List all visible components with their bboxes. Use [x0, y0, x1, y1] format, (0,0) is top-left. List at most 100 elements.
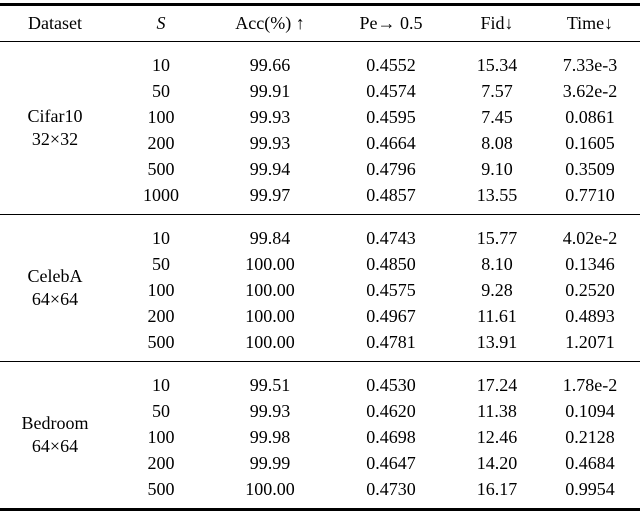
cell-time: 0.0861	[565, 107, 615, 127]
cell-time: 0.4684	[565, 453, 615, 473]
cell-time: 0.1605	[565, 133, 615, 153]
cell-pe: 0.4850	[366, 254, 416, 274]
table-row: 50 99.91 0.4574 7.57 3.62e-2	[0, 78, 640, 104]
cell-pe: 0.4743	[366, 228, 416, 248]
cell-fid: 14.20	[476, 453, 518, 473]
column-header-fid: Fid↓	[480, 13, 514, 33]
table-row: 200 100.00 0.4967 11.61 0.4893	[0, 303, 640, 329]
cell-s: 200	[147, 306, 175, 326]
cell-time: 0.1094	[565, 401, 615, 421]
cell-s: 200	[147, 133, 175, 153]
cell-time: 0.7710	[565, 185, 615, 205]
table-row: 500 99.94 0.4796 9.10 0.3509	[0, 156, 640, 182]
table-row: 50 100.00 0.4850 8.10 0.1346	[0, 251, 640, 277]
cell-pe: 0.4620	[366, 401, 416, 421]
cell-pe: 0.4967	[366, 306, 416, 326]
dataset-name: CelebA	[27, 266, 83, 286]
cell-s: 500	[147, 479, 175, 499]
cell-s: 500	[147, 159, 175, 179]
cell-fid: 11.61	[477, 306, 517, 326]
table-row: 100 99.98 0.4698 12.46 0.2128	[0, 424, 640, 450]
cell-fid: 11.38	[477, 401, 517, 421]
section-cifar10: Cifar10 32×32 10 99.66 0.4552 15.34 7.33…	[0, 41, 640, 215]
table-row: 100 100.00 0.4575 9.28 0.2520	[0, 277, 640, 303]
cell-pe: 0.4647	[366, 453, 416, 473]
results-table: Dataset S Acc(%) ↑ Pe→ 0.5 Fid↓ Time↓ Ci…	[0, 3, 640, 511]
cell-s: 50	[152, 254, 170, 274]
cell-acc: 99.93	[249, 107, 291, 127]
table-row: Cifar10 32×32 10 99.66 0.4552 15.34 7.33…	[0, 42, 640, 149]
cell-acc: 99.84	[249, 228, 291, 248]
cell-acc: 100.00	[245, 306, 295, 326]
cell-acc: 99.97	[249, 185, 291, 205]
cell-acc: 99.98	[249, 427, 291, 447]
cell-acc: 99.51	[249, 375, 291, 395]
cell-s: 100	[147, 280, 175, 300]
cell-time: 3.62e-2	[562, 81, 618, 101]
cell-acc: 100.00	[245, 332, 295, 352]
cell-time: 0.3509	[565, 159, 615, 179]
cell-s: 10	[152, 375, 170, 395]
cell-fid: 9.10	[481, 159, 513, 179]
cell-pe: 0.4796	[366, 159, 416, 179]
dataset-label-cifar10: Cifar10 32×32	[0, 42, 110, 215]
table-row: 1000 99.97 0.4857 13.55 0.7710	[0, 182, 640, 215]
cell-s: 100	[147, 107, 175, 127]
cell-s: 200	[147, 453, 175, 473]
cell-time: 0.4893	[565, 306, 615, 326]
dataset-name: Cifar10	[27, 106, 83, 126]
cell-s: 500	[147, 332, 175, 352]
cell-acc: 99.94	[249, 159, 291, 179]
cell-pe: 0.4781	[366, 332, 416, 352]
table-header: Dataset S Acc(%) ↑ Pe→ 0.5 Fid↓ Time↓	[0, 5, 640, 42]
cell-acc: 99.91	[249, 81, 291, 101]
cell-s: 1000	[143, 185, 179, 205]
cell-pe: 0.4730	[366, 479, 416, 499]
cell-fid: 9.28	[481, 280, 513, 300]
cell-fid: 8.08	[481, 133, 513, 153]
cell-s: 50	[152, 81, 170, 101]
cell-fid: 13.55	[476, 185, 518, 205]
dataset-name: Bedroom	[21, 413, 89, 433]
cell-s: 10	[152, 228, 170, 248]
table-row: CelebA 64×64 10 99.84 0.4743 15.77 4.02e…	[0, 215, 640, 309]
cell-pe: 0.4552	[366, 55, 416, 75]
section-bedroom: Bedroom 64×64 10 99.51 0.4530 17.24 1.78…	[0, 361, 640, 510]
dataset-label-bedroom: Bedroom 64×64	[0, 362, 110, 510]
cell-fid: 17.24	[476, 375, 518, 395]
cell-fid: 7.45	[481, 107, 513, 127]
table-row: 500 100.00 0.4730 16.17 0.9954	[0, 476, 640, 510]
dataset-resolution: 32×32	[31, 129, 79, 149]
cell-fid: 16.17	[476, 479, 518, 499]
cell-acc: 99.93	[249, 133, 291, 153]
cell-time: 0.1346	[565, 254, 615, 274]
cell-fid: 12.46	[476, 427, 518, 447]
cell-time: 0.9954	[565, 479, 615, 499]
cell-time: 1.2071	[565, 332, 615, 352]
cell-acc: 100.00	[245, 479, 295, 499]
cell-acc: 99.99	[249, 453, 291, 473]
table-row: 200 99.99 0.4647 14.20 0.4684	[0, 450, 640, 476]
column-header-dataset: Dataset	[28, 13, 82, 33]
cell-pe: 0.4857	[366, 185, 416, 205]
cell-pe: 0.4530	[366, 375, 416, 395]
cell-fid: 7.57	[481, 81, 513, 101]
cell-s: 50	[152, 401, 170, 421]
cell-pe: 0.4574	[366, 81, 416, 101]
dataset-resolution: 64×64	[31, 436, 79, 456]
cell-fid: 15.77	[476, 228, 518, 248]
cell-fid: 13.91	[476, 332, 518, 352]
cell-fid: 8.10	[481, 254, 513, 274]
cell-pe: 0.4664	[366, 133, 416, 153]
table-row: 500 100.00 0.4781 13.91 1.2071	[0, 329, 640, 362]
cell-acc: 100.00	[245, 254, 295, 274]
cell-pe: 0.4575	[366, 280, 416, 300]
section-celeba: CelebA 64×64 10 99.84 0.4743 15.77 4.02e…	[0, 214, 640, 362]
table-row: Bedroom 64×64 10 99.51 0.4530 17.24 1.78…	[0, 362, 640, 456]
cell-pe: 0.4698	[366, 427, 416, 447]
column-header-s: S	[156, 13, 166, 33]
cell-time: 1.78e-2	[562, 375, 618, 395]
cell-time: 0.2128	[565, 427, 615, 447]
cell-time: 4.02e-2	[562, 228, 618, 248]
